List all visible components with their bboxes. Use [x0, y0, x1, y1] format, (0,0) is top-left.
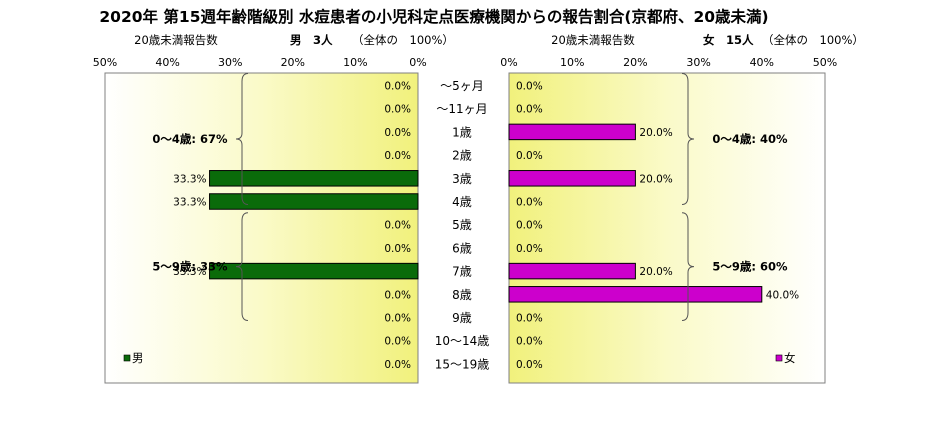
male-data-label: 0.0% [384, 104, 411, 116]
female-group-label: 0～4歳: 40% [712, 132, 788, 146]
female-tick-label: 20% [623, 56, 647, 69]
male-tick-label: 50% [93, 56, 117, 69]
male-bar [209, 262, 419, 280]
male-data-label: 0.0% [384, 359, 411, 371]
male-tick-label: 0% [409, 56, 426, 69]
category-label: 7歳 [452, 265, 472, 279]
male-data-label: 33.3% [173, 173, 206, 185]
category-label: 10～14歳 [435, 334, 490, 348]
category-label: ～11ヶ月 [436, 102, 487, 116]
male-tick-label: 40% [155, 56, 179, 69]
female-data-label: 0.0% [516, 104, 543, 116]
female-axis-label: 20歳未満報告数 [551, 33, 635, 47]
female-legend-label: 女 [784, 351, 796, 365]
female-data-label: 0.0% [516, 220, 543, 232]
female-data-label: 40.0% [766, 289, 799, 301]
male-group-brace [235, 212, 249, 321]
female-tick-label: 0% [500, 56, 517, 69]
female-bar [508, 123, 636, 141]
female-data-label: 0.0% [516, 150, 543, 162]
female-data-label: 0.0% [516, 81, 543, 93]
female-group-brace [681, 73, 695, 205]
female-data-label: 20.0% [639, 127, 672, 139]
male-header-note: （全体の 100%） [352, 33, 454, 47]
male-data-label: 0.0% [384, 81, 411, 93]
female-tick-label: 10% [560, 56, 584, 69]
female-group-brace [681, 212, 695, 321]
female-data-label: 0.0% [516, 197, 543, 209]
male-group-label: 5～9歳: 33% [152, 260, 228, 274]
male-data-label: 0.0% [384, 336, 411, 348]
male-tick-label: 30% [218, 56, 242, 69]
male-data-label: 0.0% [384, 150, 411, 162]
female-header: 女 15人 [703, 33, 754, 47]
male-data-label: 0.0% [384, 289, 411, 301]
male-group-label: 0～4歳: 67% [152, 132, 228, 146]
female-data-label: 0.0% [516, 359, 543, 371]
category-label: 2歳 [452, 149, 472, 163]
chart-marks: ～5ヶ月 ～11ヶ月 1歳 2歳 3歳 4歳 5歳 6歳 7歳 8歳 9歳 10～14歳 15～19歳 5… [93, 56, 837, 384]
category-label: 5歳 [452, 218, 472, 232]
female-tick-label: 50% [813, 56, 837, 69]
category-label: 4歳 [452, 195, 472, 209]
female-plot-area [508, 72, 826, 384]
category-label: 6歳 [452, 241, 472, 255]
male-group-brace [235, 73, 249, 205]
female-data-label: 20.0% [639, 266, 672, 278]
female-data-label: 0.0% [516, 313, 543, 325]
male-bar [209, 193, 419, 210]
category-label: 9歳 [452, 311, 472, 325]
male-data-label: 33.3% [173, 197, 206, 209]
female-group-label: 5～9歳: 60% [712, 260, 788, 274]
male-data-label: 0.0% [384, 313, 411, 325]
female-data-label: 0.0% [516, 336, 543, 348]
female-tick-label: 30% [686, 56, 710, 69]
male-data-label: 0.0% [384, 220, 411, 232]
chart-title: 2020年 第15週年齢階級別 水痘患者の小児科定点医療機関からの報告割合(京都… [99, 7, 768, 26]
female-header-note: （全体の 100%） [762, 33, 864, 47]
category-label: 8歳 [452, 288, 472, 302]
female-bar [508, 286, 763, 303]
male-tick-label: 10% [343, 56, 367, 69]
male-data-label: 0.0% [384, 127, 411, 139]
female-bar [508, 262, 636, 280]
female-tick-label: 40% [750, 56, 774, 69]
female-data-label: 20.0% [639, 173, 672, 185]
male-plot-area [104, 72, 419, 384]
male-data-label: 33.3% [173, 266, 206, 278]
male-tick-label: 20% [281, 56, 305, 69]
male-axis-label: 20歳未満報告数 [134, 33, 218, 47]
category-label: ～5ヶ月 [440, 79, 484, 93]
male-bar [209, 170, 419, 187]
male-header: 男 3人 [290, 33, 333, 47]
male-data-label: 0.0% [384, 243, 411, 255]
female-data-label: 0.0% [516, 243, 543, 255]
category-label: 1歳 [452, 125, 472, 139]
male-legend-swatch [123, 354, 131, 362]
female-legend-swatch [775, 354, 783, 362]
female-bar [508, 170, 636, 187]
category-label: 3歳 [452, 172, 472, 186]
male-legend-label: 男 [132, 351, 144, 365]
category-label: 15～19歳 [435, 357, 490, 371]
